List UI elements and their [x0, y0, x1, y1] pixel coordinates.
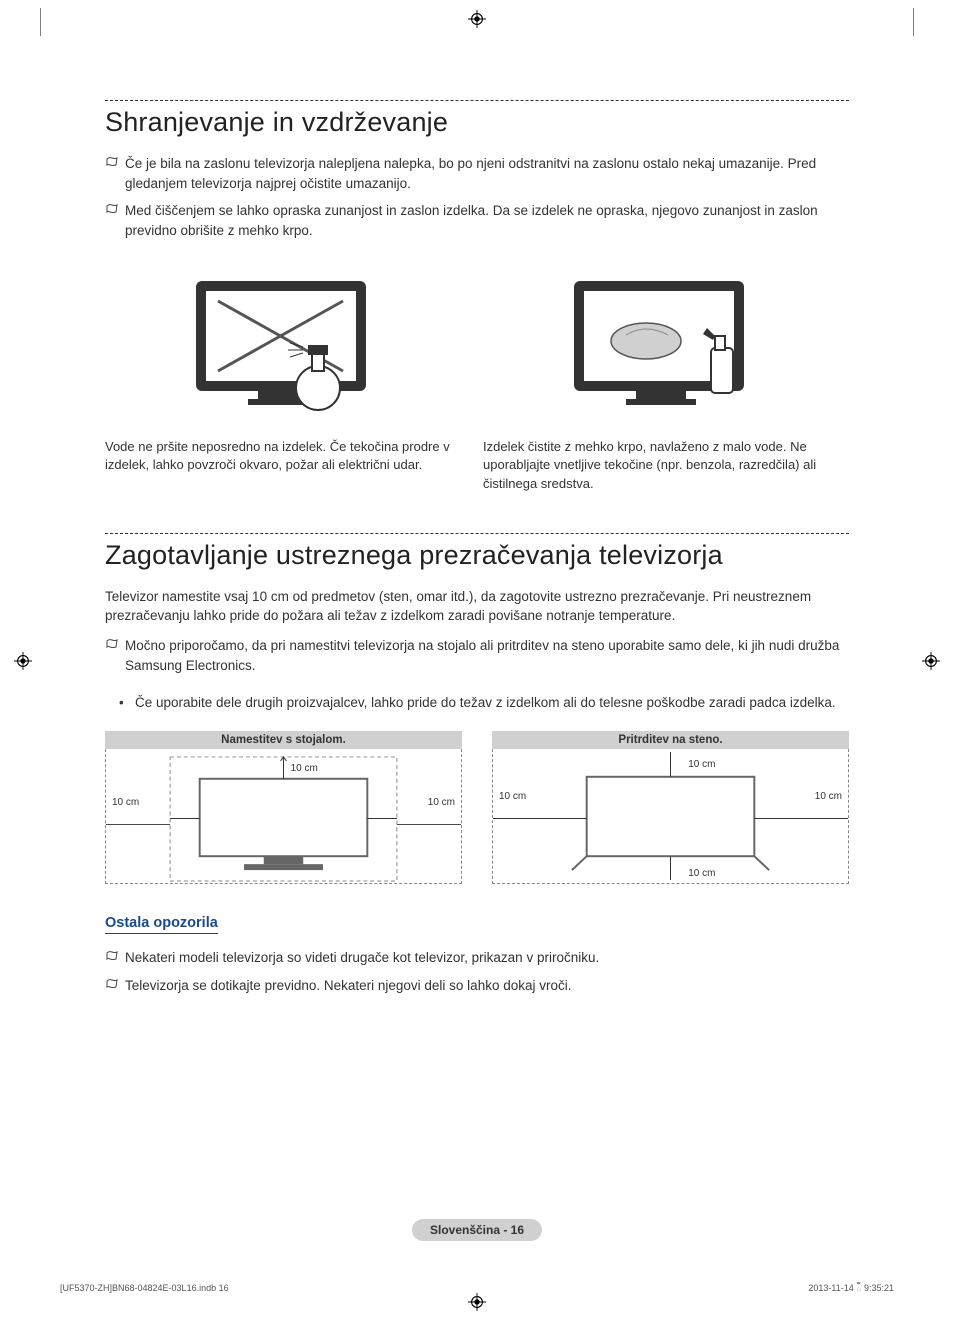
note-item: Če je bila na zaslonu televizorja nalepl…	[105, 154, 849, 193]
note-item: Med čiščenjem se lahko opraska zunanjost…	[105, 201, 849, 240]
dim-label: 10 cm	[499, 791, 526, 802]
illustration-caption: Vode ne pršite neposredno na izdelek. Če…	[105, 438, 471, 474]
note-icon	[105, 949, 119, 969]
page-footer-badge: Slovenščina - 16	[412, 1219, 542, 1241]
section2-title: Zagotavljanje ustreznega prezračevanja t…	[105, 540, 849, 571]
section1-title: Shranjevanje in vzdrževanje	[105, 107, 849, 138]
note-text: Nekateri modeli televizorja so videti dr…	[125, 948, 849, 969]
dim-label: 10 cm	[688, 759, 715, 770]
note-item: Televizorja se dotikajte previdno. Nekat…	[105, 976, 849, 997]
illustration-left: Vode ne pršite neposredno na izdelek. Če…	[105, 258, 471, 493]
doc-timestamp: 2013-11-14 ఀఀ 9:35:21	[808, 1283, 894, 1296]
section3-notes: Nekateri modeli televizorja so videti dr…	[105, 948, 849, 997]
section2-notes: Močno priporočamo, da pri namestitvi tel…	[105, 636, 849, 675]
diagram-header: Pritrditev na steno.	[492, 731, 849, 749]
doc-meta: [UF5370-ZH]BN68-04824E-03L16.indb 16 201…	[60, 1283, 894, 1296]
dim-label: 10 cm	[688, 868, 715, 879]
ventilation-diagrams: Namestitev s stojalom.	[105, 731, 849, 884]
note-icon	[105, 977, 119, 997]
section1-notes: Če je bila na zaslonu televizorja nalepl…	[105, 154, 849, 240]
note-icon	[105, 202, 119, 240]
note-icon	[105, 155, 119, 193]
note-text: Televizorja se dotikajte previdno. Nekat…	[125, 976, 849, 997]
note-item: Nekateri modeli televizorja so videti dr…	[105, 948, 849, 969]
section3-subheading: Ostala opozorila	[105, 915, 218, 934]
diagram-stand: Namestitev s stojalom.	[105, 731, 462, 884]
illustration-row: Vode ne pršite neposredno na izdelek. Če…	[105, 258, 849, 493]
dim-label: 10 cm	[291, 763, 318, 774]
section2-bullets: Če uporabite dele drugih proizvajalcev, …	[105, 693, 849, 713]
section-divider	[105, 533, 849, 534]
diagram-wall: Pritrditev na steno. 10 cm 10 cm	[492, 731, 849, 884]
illustration-right: Izdelek čistite z mehko krpo, navlaženo …	[483, 258, 849, 493]
registration-mark-icon	[14, 652, 32, 670]
illustration-cloth-right	[483, 258, 849, 428]
crop-mark-icon	[40, 8, 70, 38]
note-text: Med čiščenjem se lahko opraska zunanjost…	[125, 201, 849, 240]
note-text: Če je bila na zaslonu televizorja nalepl…	[125, 154, 849, 193]
page-content: Shranjevanje in vzdrževanje Če je bila n…	[0, 0, 954, 1075]
section3: Ostala opozorila Nekateri modeli televiz…	[105, 914, 849, 997]
section2-intro: Televizor namestite vsaj 10 cm od predme…	[105, 587, 849, 626]
note-item: Močno priporočamo, da pri namestitvi tel…	[105, 636, 849, 675]
illustration-caption: Izdelek čistite z mehko krpo, navlaženo …	[483, 438, 849, 493]
section-divider	[105, 100, 849, 101]
dim-label: 10 cm	[815, 791, 842, 802]
diagram-header: Namestitev s stojalom.	[105, 731, 462, 749]
note-icon	[105, 637, 119, 675]
bullet-item: Če uporabite dele drugih proizvajalcev, …	[135, 693, 849, 713]
crop-mark-icon	[884, 8, 914, 38]
illustration-spray-wrong	[105, 258, 471, 428]
dim-label: 10 cm	[112, 797, 139, 808]
dim-label: 10 cm	[428, 797, 455, 808]
note-text: Močno priporočamo, da pri namestitvi tel…	[125, 636, 849, 675]
registration-mark-icon	[922, 652, 940, 670]
doc-id: [UF5370-ZH]BN68-04824E-03L16.indb 16	[60, 1283, 229, 1296]
